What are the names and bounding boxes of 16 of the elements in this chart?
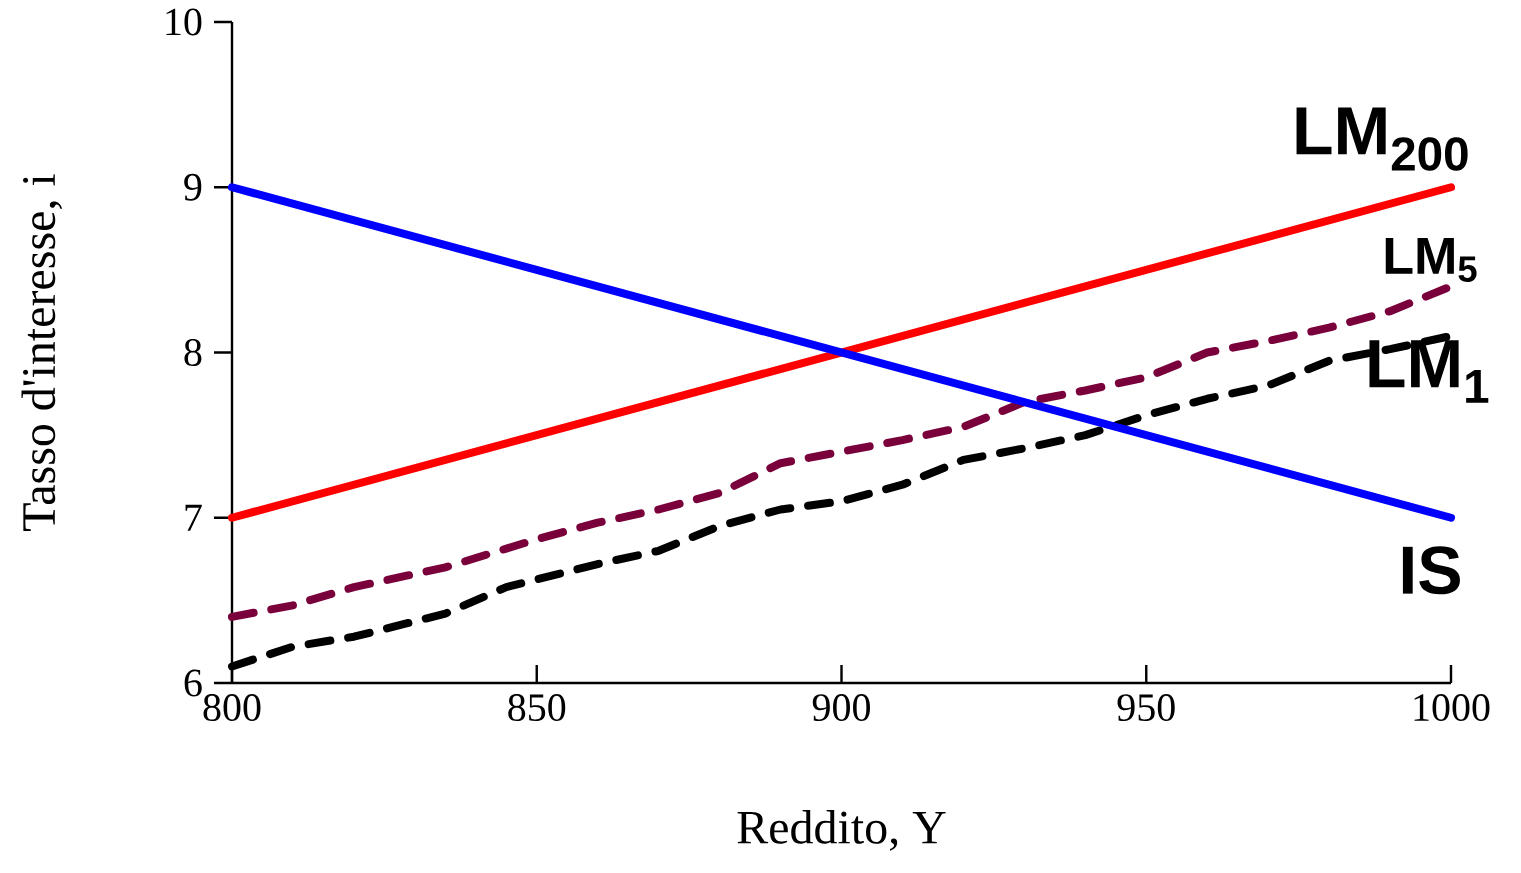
y-tick-label: 7	[185, 504, 202, 531]
y-axis-title: Tasso d'interesse, i	[21, 174, 63, 531]
y-tick-label: 10	[166, 8, 202, 36]
x-tick-label: 1000	[1414, 694, 1490, 722]
y-tick-label: 8	[184, 339, 202, 366]
x-tick-label: 950	[1117, 694, 1175, 722]
x-tick-label: 900	[812, 694, 870, 722]
y-tick-label: 9	[184, 173, 202, 201]
x-tick-label: 850	[508, 694, 566, 722]
y-tick-label: 6	[184, 669, 202, 697]
x-axis-title: Reddito, Y	[737, 810, 946, 851]
x-tick-label: 800	[203, 694, 261, 722]
series-label: IS	[1402, 546, 1460, 595]
series-label: LM$_{200}$	[1296, 107, 1468, 171]
series-label: LM$_{5}$	[1385, 237, 1477, 282]
series-label: LM$_{1}$	[1369, 340, 1489, 403]
